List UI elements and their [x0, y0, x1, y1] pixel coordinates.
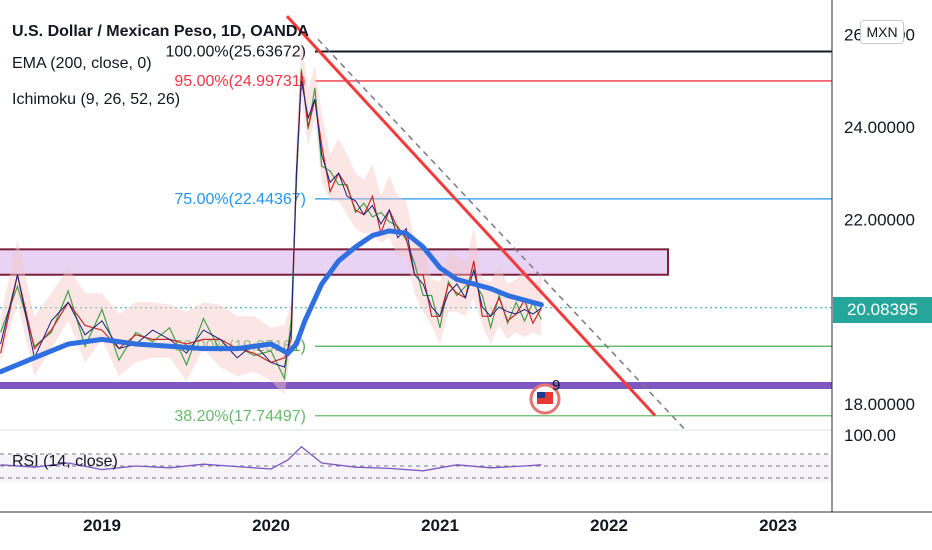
parallel-channel-line [317, 38, 688, 433]
price-tick-label: 22.00000 [844, 210, 915, 229]
plot-area: 100.00%(25.63672) 95.00%(24.99731) 75.00%(… [0, 15, 832, 482]
rsi-band [0, 454, 832, 482]
ichimoku-cloud [0, 39, 542, 395]
rsi-tick-label: 100.00 [844, 426, 896, 445]
currency-button[interactable]: MXN [860, 20, 904, 44]
fib-level-label: 95.00%(24.99731) [174, 73, 306, 90]
us-flag-icon [537, 392, 545, 398]
time-axis: 2019 2020 2021 2022 2023 [0, 511, 932, 535]
ema-200-line [0, 228, 544, 375]
downtrend-line [285, 15, 657, 417]
last-price-tag: 20.08395 [833, 297, 932, 323]
fib-level-label: 38.20%(17.74497) [174, 408, 306, 425]
ichimoku-base-line [0, 71, 542, 364]
ichimoku-legend[interactable]: Ichimoku (9, 26, 52, 26) [12, 91, 181, 108]
price-tick-label: 24.00000 [844, 118, 915, 137]
time-tick-label: 2021 [421, 516, 459, 535]
fib-level-label: 75.00%(22.44367) [174, 191, 306, 208]
price-line [0, 80, 542, 368]
price-tick-label: 18.00000 [844, 395, 915, 414]
time-tick-label: 2022 [590, 516, 628, 535]
symbol-title[interactable]: U.S. Dollar / Mexican Peso, 1D, OANDA [12, 23, 309, 40]
fib-level-label: 100.00%(25.63672) [165, 43, 306, 60]
time-tick-label: 2019 [83, 516, 121, 535]
rsi-legend[interactable]: RSI (14, close) [12, 453, 118, 470]
time-tick-label: 2020 [252, 516, 290, 535]
rsi-line [0, 445, 542, 472]
ema-legend[interactable]: EMA (200, close, 0) [12, 55, 152, 72]
time-tick-label: 2023 [759, 516, 797, 535]
event-count-badge: 9 [552, 377, 560, 394]
